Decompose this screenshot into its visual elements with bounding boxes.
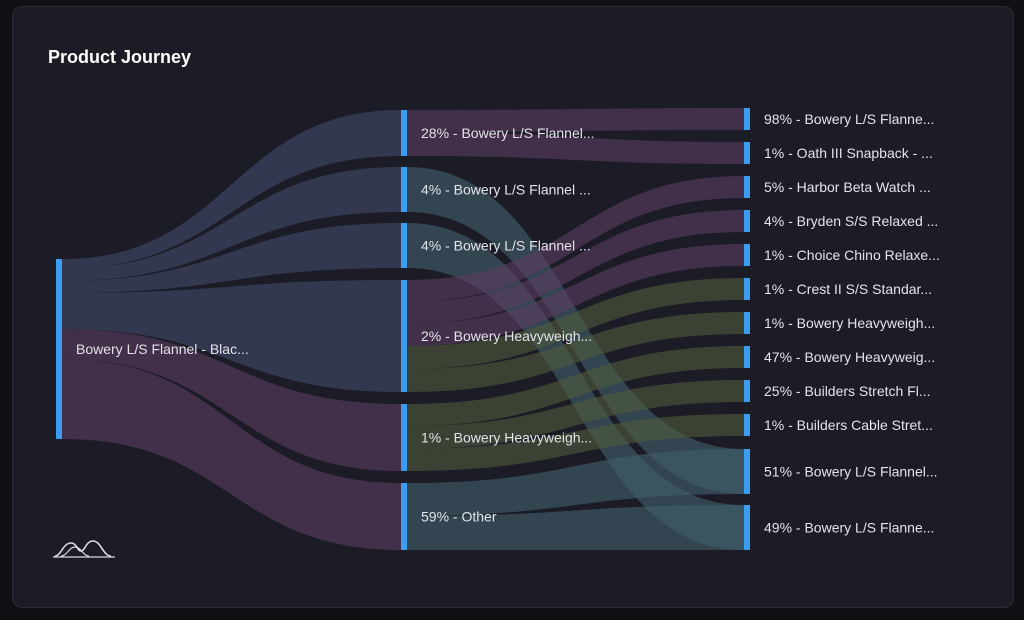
- sankey-node-m4[interactable]: [401, 280, 407, 392]
- sankey-node-r12[interactable]: [744, 505, 750, 550]
- sankey-node-label-m5: 1% - Bowery Heavyweigh...: [421, 430, 592, 446]
- sankey-node-r5[interactable]: [744, 244, 750, 266]
- sankey-node-label-m2: 4% - Bowery L/S Flannel ...: [421, 182, 591, 198]
- sankey-nodes: [56, 108, 750, 550]
- sankey-node-label-m4: 2% - Bowery Heavyweigh...: [421, 328, 592, 344]
- sankey-node-m3[interactable]: [401, 223, 407, 268]
- sankey-node-label-r5: 1% - Choice Chino Relaxe...: [764, 247, 940, 263]
- sankey-node-r6[interactable]: [744, 278, 750, 300]
- sankey-node-r7[interactable]: [744, 312, 750, 334]
- sankey-link-root-m5[interactable]: [62, 329, 401, 471]
- sankey-links: [62, 108, 744, 550]
- sankey-link-root-m1[interactable]: [62, 110, 401, 269]
- sankey-node-label-r1: 98% - Bowery L/S Flanne...: [764, 111, 934, 127]
- sankey-node-m2[interactable]: [401, 167, 407, 212]
- sankey-node-r4[interactable]: [744, 210, 750, 232]
- sankey-link-root-m2[interactable]: [62, 167, 401, 281]
- sankey-link-root-m6[interactable]: [62, 359, 401, 550]
- sankey-node-label-r7: 1% - Bowery Heavyweigh...: [764, 315, 935, 331]
- sankey-node-r9[interactable]: [744, 380, 750, 402]
- sankey-node-m6[interactable]: [401, 483, 407, 550]
- sankey-node-r10[interactable]: [744, 414, 750, 436]
- sankey-link-m6-r11[interactable]: [407, 449, 744, 516]
- sankey-node-root[interactable]: [56, 259, 62, 439]
- sankey-node-label-r11: 51% - Bowery L/S Flannel...: [764, 464, 938, 480]
- sankey-link-m4-r5[interactable]: [407, 244, 744, 346]
- sankey-node-m1[interactable]: [401, 110, 407, 156]
- sankey-link-m6-r12[interactable]: [407, 505, 744, 550]
- sankey-node-label-r9: 25% - Builders Stretch Fl...: [764, 383, 931, 399]
- sankey-node-r1[interactable]: [744, 108, 750, 130]
- sankey-node-r11[interactable]: [744, 449, 750, 494]
- sankey-link-root-m3[interactable]: [62, 223, 401, 293]
- sankey-link-m4-r6[interactable]: [407, 278, 744, 369]
- sankey-node-r2[interactable]: [744, 142, 750, 164]
- sankey-link-root-m4[interactable]: [62, 280, 401, 392]
- sankey-node-label-m1: 28% - Bowery L/S Flannel...: [421, 125, 595, 141]
- sankey-link-m1-r2[interactable]: [407, 132, 744, 164]
- sankey-link-m5-r8[interactable]: [407, 346, 744, 426]
- sankey-node-label-r4: 4% - Bryden S/S Relaxed ...: [764, 213, 938, 229]
- sankey-chart: Bowery L/S Flannel - Blac... 28% - Bowery…: [56, 108, 940, 550]
- sankey-node-m5[interactable]: [401, 404, 407, 471]
- sankey-link-m4-r7[interactable]: [407, 312, 744, 392]
- sankey-node-r3[interactable]: [744, 176, 750, 198]
- product-journey-card: Product Journey Bowery L/S Flannel - Bla…: [12, 6, 1014, 608]
- mountain-logo-icon: [53, 540, 115, 558]
- sankey-link-m5-r10[interactable]: [407, 414, 744, 471]
- sankey-node-label-root: Bowery L/S Flannel - Blac...: [76, 341, 249, 357]
- sankey-link-m5-r9[interactable]: [407, 380, 744, 449]
- sankey-link-m1-r1[interactable]: [407, 108, 744, 132]
- sankey-node-label-m3: 4% - Bowery L/S Flannel ...: [421, 238, 591, 254]
- sankey-node-r8[interactable]: [744, 346, 750, 368]
- sankey-node-label-r2: 1% - Oath III Snapback - ...: [764, 145, 933, 161]
- sankey-node-label-r3: 5% - Harbor Beta Watch ...: [764, 179, 931, 195]
- sankey-node-label-r6: 1% - Crest II S/S Standar...: [764, 281, 932, 297]
- sankey-labels: Bowery L/S Flannel - Blac... 28% - Bowery…: [76, 111, 940, 536]
- sankey-node-label-m6: 59% - Other: [421, 509, 497, 525]
- page-title: Product Journey: [48, 47, 192, 67]
- sankey-node-label-r10: 1% - Builders Cable Stret...: [764, 417, 933, 433]
- sankey-node-label-r12: 49% - Bowery L/S Flanne...: [764, 520, 934, 536]
- sankey-node-label-r8: 47% - Bowery Heavyweig...: [764, 349, 935, 365]
- sankey-link-m4-r3[interactable]: [407, 176, 744, 302]
- sankey-link-m4-r4[interactable]: [407, 210, 744, 324]
